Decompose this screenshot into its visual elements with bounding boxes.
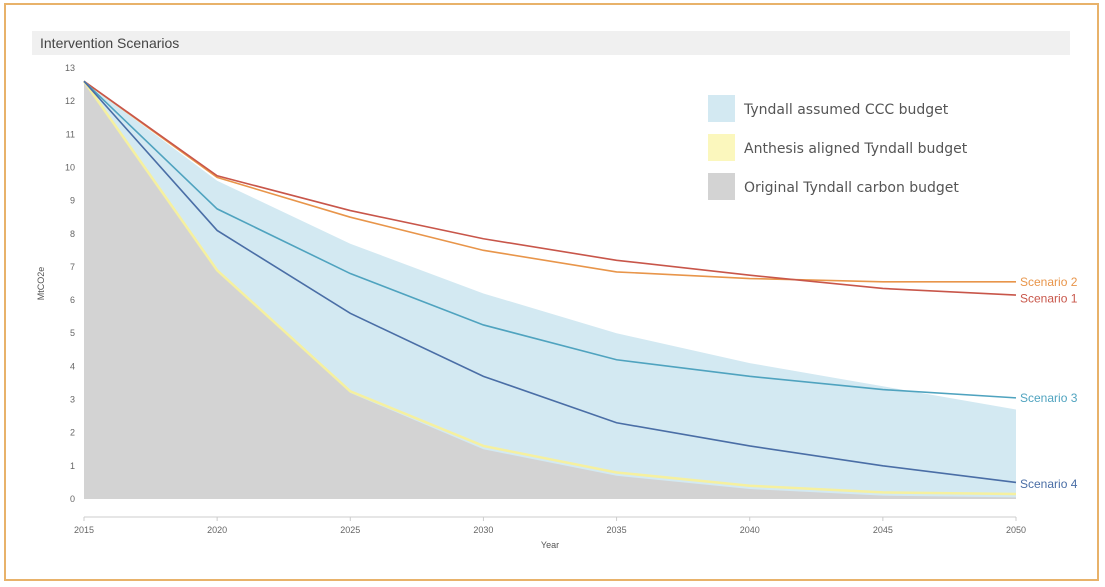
x-axis-label: Year (541, 540, 559, 550)
line-scenario-2 (83, 80, 1016, 283)
areas-layer (84, 81, 1016, 499)
legend-swatch (708, 173, 735, 200)
y-tick-label: 2 (70, 428, 75, 438)
line-anthesis-budget (82, 80, 1017, 496)
series-label-scenario-2: Scenario 2 (1020, 275, 1078, 289)
lines-layer: Scenario 2 Scenario 1 Scenario 3 Scenario 4 (82, 80, 1078, 496)
area-original-budget (84, 81, 1016, 499)
y-tick-label: 11 (66, 129, 75, 139)
legend-swatch (708, 95, 735, 122)
line-scenario-3 (83, 80, 1017, 399)
y-tick-label: 7 (70, 262, 75, 272)
axes-layer: 2015 2020 2025 2030 2035 2040 2045 205001234567… (65, 63, 1026, 535)
y-tick-label: 3 (70, 395, 75, 405)
chart-title: Intervention Scenarios (40, 35, 180, 51)
x-tick-label: 2035 (607, 525, 627, 535)
series-label-scenario-1: Scenario 1 (1020, 291, 1078, 305)
series-label-scenario-4: Scenario 4 (1020, 477, 1078, 491)
legend-label: Original Tyndall carbon budget (744, 180, 959, 196)
series-label-scenario-3: Scenario 3 (1020, 391, 1078, 405)
y-tick-label: 1 (70, 461, 75, 471)
legend: Tyndall assumed CCC budget Anthesis align… (708, 95, 968, 200)
legend-label: Tyndall assumed CCC budget (743, 102, 949, 118)
x-tick-label: 2025 (340, 525, 360, 535)
legend-swatch (708, 134, 735, 161)
line-scenario-1 (83, 80, 1017, 296)
y-tick-label: 13 (65, 63, 75, 73)
line-scenario-4 (83, 80, 1017, 484)
y-tick-label: 0 (70, 494, 75, 504)
chart-title-bar: Intervention Scenarios (32, 31, 1070, 55)
x-tick-label: 2050 (1006, 525, 1026, 535)
y-tick-label: 5 (70, 328, 75, 338)
x-tick-label: 2030 (473, 525, 493, 535)
y-tick-label: 9 (70, 196, 75, 206)
y-tick-label: 4 (70, 361, 75, 371)
x-tick-label: 2015 (74, 525, 94, 535)
legend-label: Anthesis aligned Tyndall budget (744, 141, 968, 157)
y-tick-label: 8 (70, 229, 75, 239)
x-tick-label: 2040 (740, 525, 760, 535)
y-axis-label: MtCO2e (36, 267, 46, 301)
y-tick-label: 6 (70, 295, 75, 305)
y-tick-label: 10 (65, 162, 75, 172)
y-tick-label: 12 (65, 96, 75, 106)
x-tick-label: 2045 (873, 525, 893, 535)
x-tick-label: 2020 (207, 525, 227, 535)
